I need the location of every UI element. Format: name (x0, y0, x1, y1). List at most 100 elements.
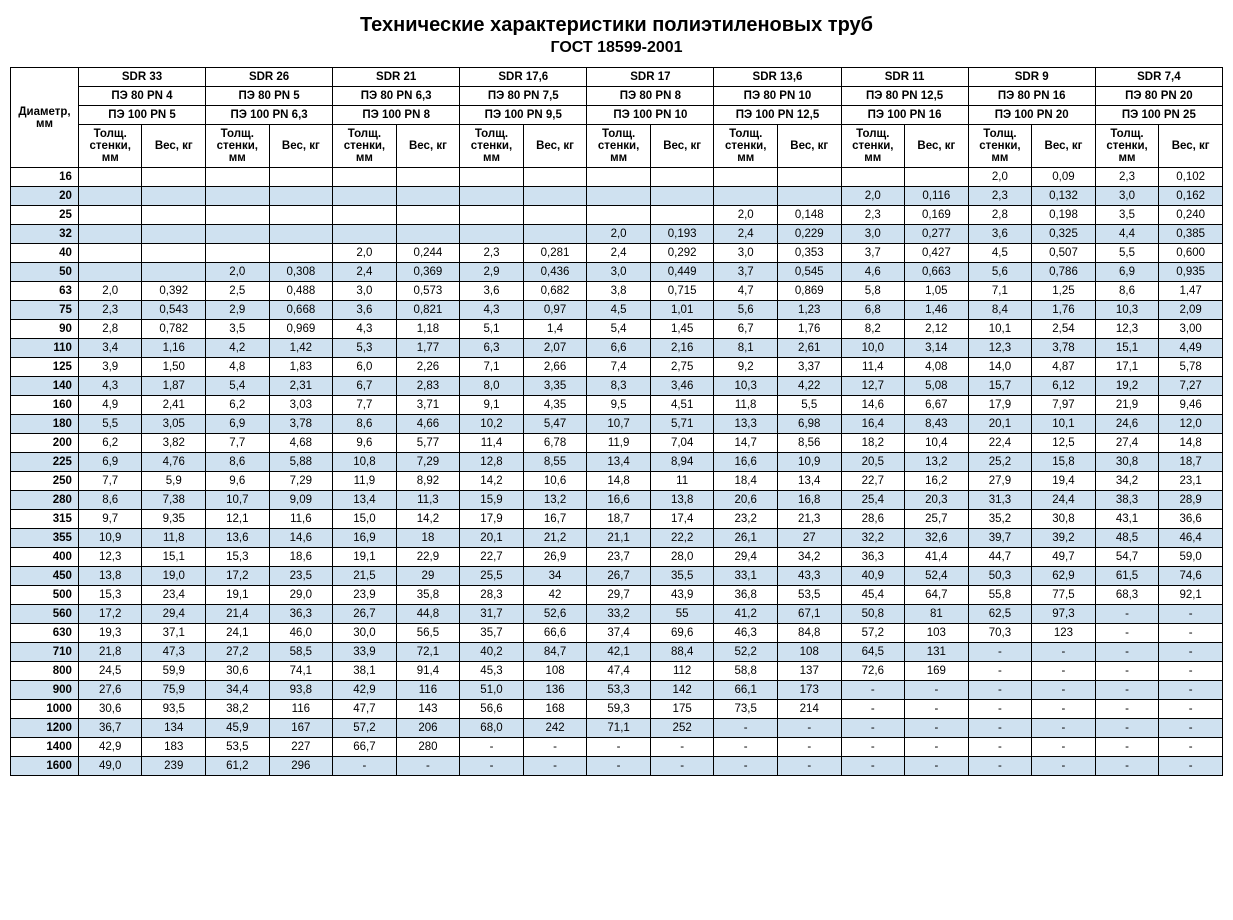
data-cell: 23,5 (269, 567, 333, 586)
data-cell: 0,668 (269, 301, 333, 320)
data-cell (396, 168, 460, 187)
diameter-cell: 125 (11, 358, 79, 377)
data-cell: 8,43 (905, 415, 969, 434)
data-cell: 16,6 (714, 453, 778, 472)
data-cell: 70,3 (968, 624, 1032, 643)
data-cell: 6,9 (1095, 263, 1159, 282)
data-cell: 27,9 (968, 472, 1032, 491)
data-cell: 7,27 (1159, 377, 1223, 396)
data-cell: - (1032, 662, 1096, 681)
data-cell: 19,4 (1032, 472, 1096, 491)
data-cell: 93,8 (269, 681, 333, 700)
table-row: 322,00,1932,40,2293,00,2773,60,3254,40,3… (11, 225, 1223, 244)
data-cell: 5,3 (333, 339, 397, 358)
diameter-header: Диаметр, мм (11, 68, 79, 168)
data-cell: 12,3 (968, 339, 1032, 358)
diameter-cell: 160 (11, 396, 79, 415)
data-cell: 8,56 (777, 434, 841, 453)
data-cell: - (1095, 757, 1159, 776)
data-cell: 2,4 (714, 225, 778, 244)
data-cell: 58,8 (714, 662, 778, 681)
sdr-header: SDR 13,6 (714, 68, 841, 87)
data-cell: 74,6 (1159, 567, 1223, 586)
data-cell (142, 244, 206, 263)
data-cell: 21,3 (777, 510, 841, 529)
data-cell (333, 187, 397, 206)
data-cell: 12,0 (1159, 415, 1223, 434)
data-cell: 5,08 (905, 377, 969, 396)
data-cell: 49,0 (78, 757, 142, 776)
data-cell: 1,05 (905, 282, 969, 301)
data-cell (905, 168, 969, 187)
data-cell: 0,600 (1159, 244, 1223, 263)
data-cell: 7,7 (78, 472, 142, 491)
data-cell: 2,9 (206, 301, 270, 320)
data-cell: 17,1 (1095, 358, 1159, 377)
table-row: 90027,675,934,493,842,911651,013653,3142… (11, 681, 1223, 700)
data-cell: 2,5 (206, 282, 270, 301)
data-cell: 6,9 (78, 453, 142, 472)
data-cell: - (777, 757, 841, 776)
data-cell: 30,8 (1095, 453, 1159, 472)
data-cell: 1,45 (650, 320, 714, 339)
data-cell: 62,5 (968, 605, 1032, 624)
data-cell: 2,8 (968, 206, 1032, 225)
data-cell: 0,148 (777, 206, 841, 225)
data-cell: 12,1 (206, 510, 270, 529)
data-cell: 21,5 (333, 567, 397, 586)
pe100-header: ПЭ 100 PN 16 (841, 106, 968, 125)
data-cell: 4,3 (78, 377, 142, 396)
data-cell: - (841, 719, 905, 738)
data-cell: 16,9 (333, 529, 397, 548)
data-cell (841, 168, 905, 187)
data-cell: 22,7 (460, 548, 524, 567)
table-row: 56017,229,421,436,326,744,831,752,633,25… (11, 605, 1223, 624)
table-row: 40012,315,115,318,619,122,922,726,923,72… (11, 548, 1223, 567)
data-cell (587, 187, 651, 206)
pe100-header: ПЭ 100 PN 12,5 (714, 106, 841, 125)
data-cell: 26,7 (587, 567, 651, 586)
data-cell: 47,4 (587, 662, 651, 681)
data-cell: 29,4 (142, 605, 206, 624)
sdr-header: SDR 7,4 (1095, 68, 1222, 87)
data-cell: 37,4 (587, 624, 651, 643)
diameter-cell: 1600 (11, 757, 79, 776)
data-cell: 2,41 (142, 396, 206, 415)
thickness-header: Толщ. стенки, мм (968, 125, 1032, 168)
data-cell: 25,2 (968, 453, 1032, 472)
data-cell (333, 168, 397, 187)
pe80-header: ПЭ 80 PN 12,5 (841, 87, 968, 106)
data-cell: 4,8 (206, 358, 270, 377)
data-cell: 38,1 (333, 662, 397, 681)
data-cell: 4,87 (1032, 358, 1096, 377)
data-cell (714, 168, 778, 187)
data-cell: 2,54 (1032, 320, 1096, 339)
data-cell (78, 206, 142, 225)
data-cell: 11,8 (714, 396, 778, 415)
data-cell: 6,2 (206, 396, 270, 415)
data-cell: - (905, 700, 969, 719)
data-cell: - (460, 738, 524, 757)
data-cell (269, 187, 333, 206)
data-cell: 21,4 (206, 605, 270, 624)
data-cell: 20,6 (714, 491, 778, 510)
data-cell: - (1095, 738, 1159, 757)
data-cell: 280 (396, 738, 460, 757)
data-cell: 84,8 (777, 624, 841, 643)
data-cell: 10,8 (333, 453, 397, 472)
data-cell: 2,3 (460, 244, 524, 263)
data-cell: 7,7 (333, 396, 397, 415)
data-cell: 173 (777, 681, 841, 700)
table-row: 1805,53,056,93,788,64,6610,25,4710,75,71… (11, 415, 1223, 434)
data-cell: 47,7 (333, 700, 397, 719)
diameter-cell: 200 (11, 434, 79, 453)
page-subtitle: ГОСТ 18599-2001 (10, 39, 1223, 57)
data-cell: 20,1 (968, 415, 1032, 434)
data-cell (523, 225, 587, 244)
data-cell: - (714, 719, 778, 738)
data-cell: 0,353 (777, 244, 841, 263)
data-cell: 44,8 (396, 605, 460, 624)
data-cell: 2,3 (78, 301, 142, 320)
data-cell: 77,5 (1032, 586, 1096, 605)
data-cell: 0,132 (1032, 187, 1096, 206)
